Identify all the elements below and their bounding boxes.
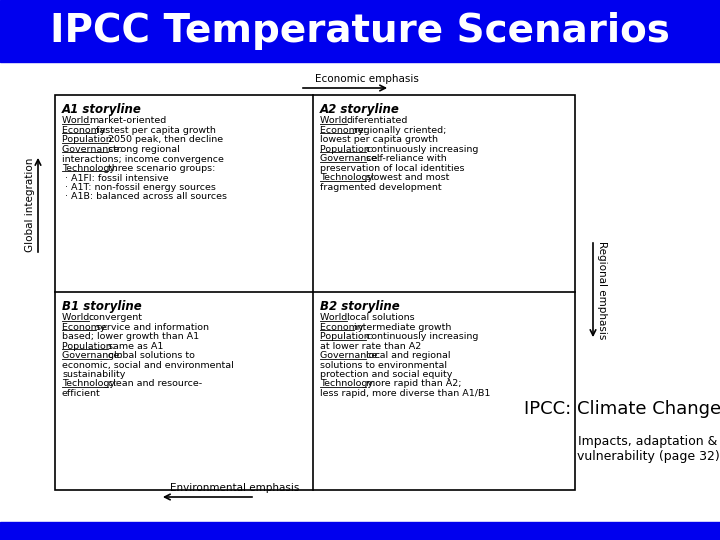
Text: slowest and most: slowest and most (366, 173, 449, 182)
Text: A2 storyline: A2 storyline (320, 103, 400, 116)
Text: B1 storyline: B1 storyline (62, 300, 142, 313)
Bar (0, 0, 720, 62)
Text: Economy:: Economy: (320, 126, 369, 135)
Text: World:: World: (62, 313, 96, 322)
Text: self-reliance with: self-reliance with (366, 154, 446, 163)
Text: sustainability: sustainability (62, 370, 125, 379)
Text: Population:: Population: (320, 145, 376, 154)
Text: local and regional: local and regional (366, 352, 450, 360)
Text: protection and social equity: protection and social equity (320, 370, 452, 379)
Text: Governance:: Governance: (62, 145, 125, 154)
Text: Economy:: Economy: (62, 126, 111, 135)
Text: IPCC Temperature Scenarios: IPCC Temperature Scenarios (50, 12, 670, 50)
Text: based; lower growth than A1: based; lower growth than A1 (62, 333, 199, 341)
Text: fragmented development: fragmented development (320, 183, 441, 192)
Text: Governance:: Governance: (320, 154, 384, 163)
Text: three scenario groups:: three scenario groups: (108, 164, 215, 173)
Text: 2050 peak, then decline: 2050 peak, then decline (108, 136, 222, 145)
Bar (55, 95, 575, 490)
Text: · A1FI: fossil intensive: · A1FI: fossil intensive (62, 174, 168, 183)
Text: A1 storyline: A1 storyline (62, 103, 142, 116)
Text: IPCC: Climate Change 2007: IPCC: Climate Change 2007 (524, 400, 720, 418)
Text: Global integration: Global integration (25, 158, 35, 252)
Text: · A1B: balanced across all sources: · A1B: balanced across all sources (62, 192, 227, 201)
Text: Technology:: Technology: (62, 379, 120, 388)
Text: efficient: efficient (62, 389, 101, 398)
Text: Economy:: Economy: (320, 323, 369, 332)
Text: Population:: Population: (62, 342, 118, 350)
Bar (0, 522, 720, 540)
Text: Impacts, adaptation &
vulnerability (page 32): Impacts, adaptation & vulnerability (pag… (577, 435, 719, 463)
Text: local solutions: local solutions (346, 313, 414, 322)
Text: economic, social and environmental: economic, social and environmental (62, 361, 234, 370)
Text: intermediate growth: intermediate growth (354, 323, 451, 332)
Text: global solutions to: global solutions to (108, 352, 194, 360)
Text: World:: World: (320, 116, 354, 125)
Text: Economy:: Economy: (62, 323, 111, 332)
Text: Regional emphasis: Regional emphasis (597, 241, 607, 339)
Text: Economic emphasis: Economic emphasis (315, 74, 419, 84)
Text: regionally criented;: regionally criented; (354, 126, 446, 135)
Text: Governance:: Governance: (320, 352, 384, 360)
Text: preservation of local identities: preservation of local identities (320, 164, 464, 173)
Text: Population:: Population: (320, 333, 376, 341)
Text: clean and resource-: clean and resource- (108, 379, 202, 388)
Text: continuously increasing: continuously increasing (366, 145, 478, 154)
Text: · A1T: non-fossil energy sources: · A1T: non-fossil energy sources (62, 183, 216, 192)
Text: B2 storyline: B2 storyline (320, 300, 400, 313)
Text: Governance:: Governance: (62, 352, 125, 360)
Text: same as A1: same as A1 (108, 342, 163, 350)
Text: convergent: convergent (89, 313, 143, 322)
Text: Technology:: Technology: (320, 379, 379, 388)
Text: Population:: Population: (62, 136, 118, 145)
Text: solutions to environmental: solutions to environmental (320, 361, 447, 370)
Text: Technology:: Technology: (320, 173, 379, 182)
Text: interactions; income convergence: interactions; income convergence (62, 155, 224, 164)
Text: continuously increasing: continuously increasing (366, 333, 478, 341)
Text: service and information: service and information (96, 323, 210, 332)
Text: diferentiated: diferentiated (346, 116, 408, 125)
Text: more rapid than A2;: more rapid than A2; (366, 379, 462, 388)
Text: World:: World: (62, 116, 96, 125)
Text: Technology:: Technology: (62, 164, 120, 173)
Text: less rapid, more diverse than A1/B1: less rapid, more diverse than A1/B1 (320, 389, 490, 398)
Text: Environmental emphasis: Environmental emphasis (170, 483, 300, 493)
Text: at lower rate than A2: at lower rate than A2 (320, 342, 421, 351)
Text: World:: World: (320, 313, 354, 322)
Text: market-oriented: market-oriented (89, 116, 166, 125)
Text: fastest per capita growth: fastest per capita growth (96, 126, 216, 135)
Text: lowest per capita growth: lowest per capita growth (320, 136, 438, 145)
Text: strong regional: strong regional (108, 145, 179, 154)
